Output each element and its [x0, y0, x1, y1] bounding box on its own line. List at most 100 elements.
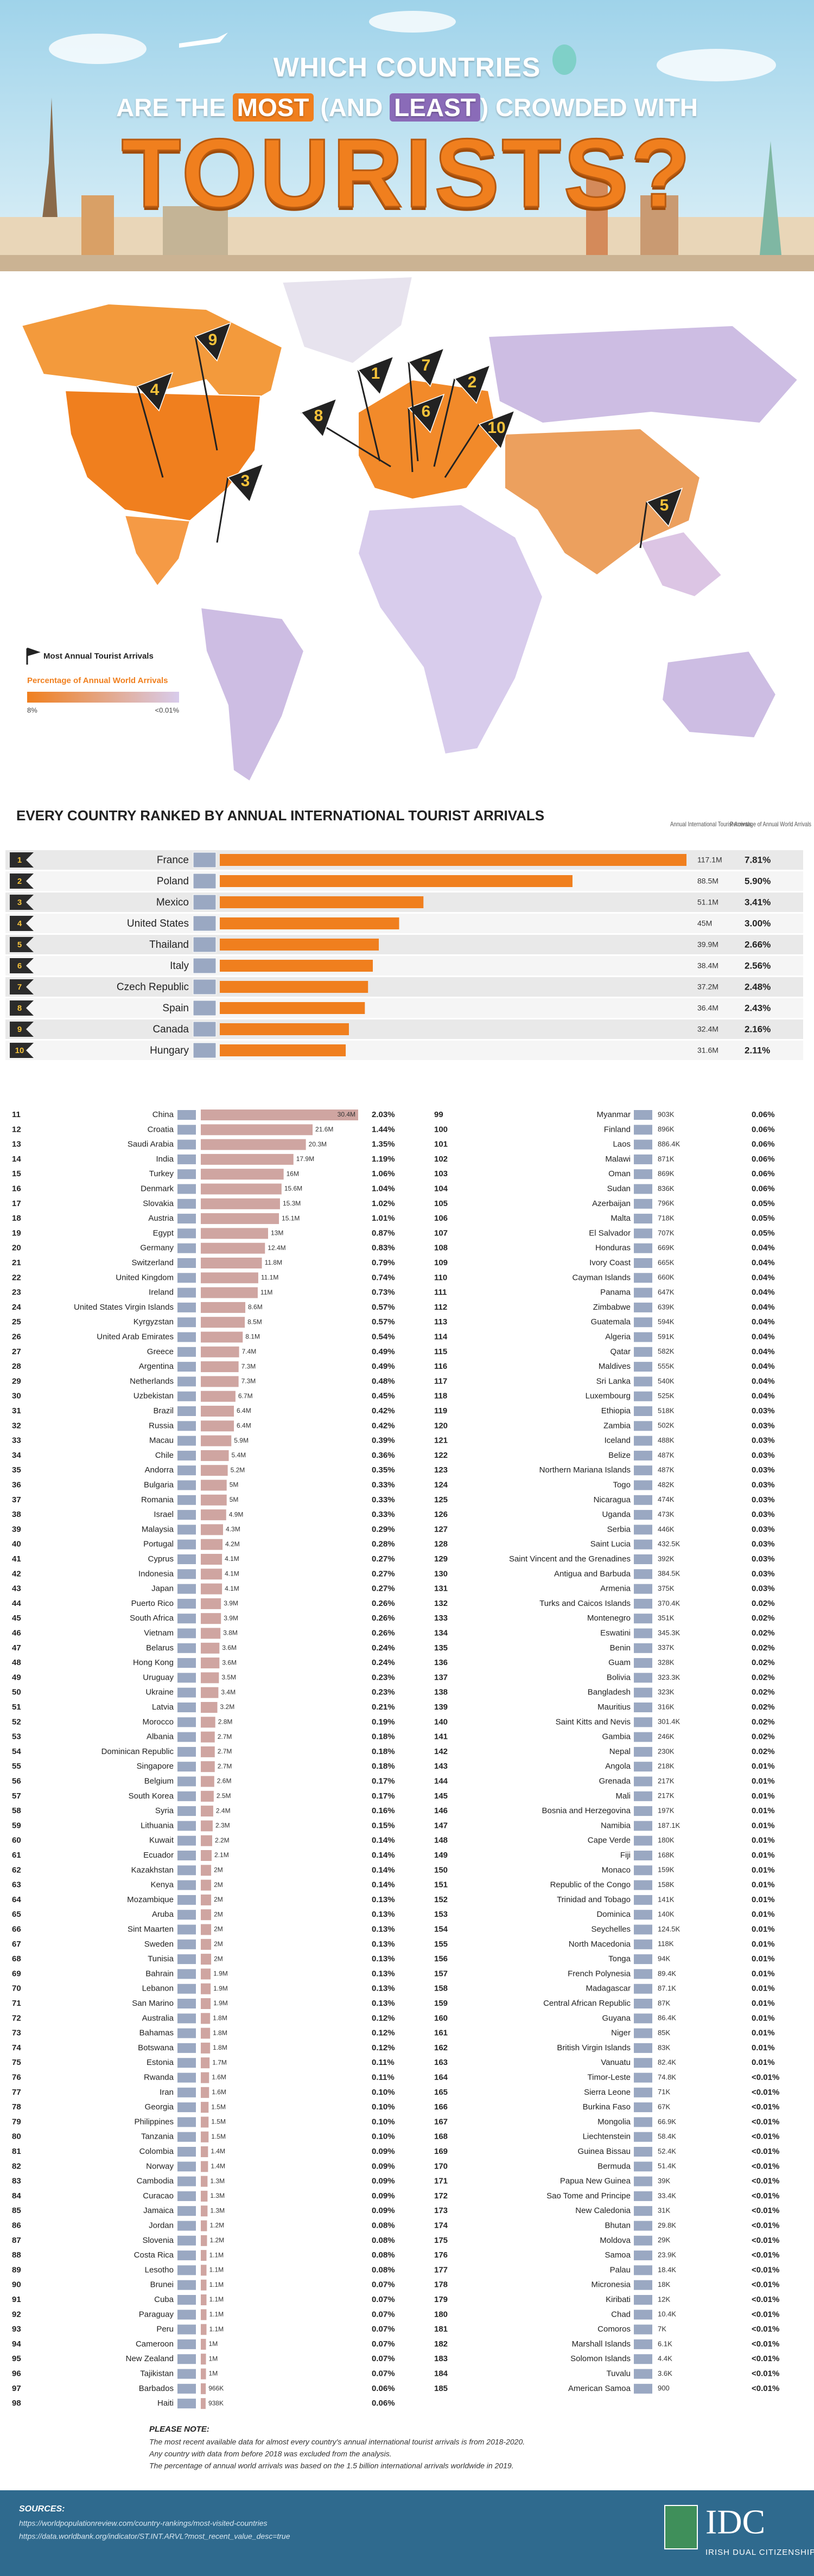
arrivals-label: 197K	[658, 1807, 675, 1815]
bar	[201, 2220, 207, 2231]
bar	[201, 2250, 207, 2261]
share: <0.01%	[752, 2384, 779, 2393]
arrivals-label: 32.4M	[697, 1025, 718, 1034]
rank: 81	[12, 2147, 21, 2156]
source-url: https://worldpopulationreview.com/countr…	[19, 2519, 268, 2528]
arrivals-label: 351K	[658, 1614, 675, 1622]
rank: 156	[434, 1954, 448, 1963]
country: Bahrain	[145, 1969, 174, 1978]
share: 0.73%	[372, 1288, 395, 1297]
arrivals-label: 11M	[260, 1289, 272, 1296]
country: Zambia	[603, 1421, 631, 1430]
flag	[634, 1169, 652, 1179]
country: Colombia	[139, 2147, 174, 2156]
rank: 127	[434, 1525, 448, 1534]
share: 0.01%	[752, 1806, 775, 1815]
bar	[201, 2146, 208, 2157]
rank-pennant	[10, 1022, 34, 1037]
rank: 82	[12, 2161, 21, 2171]
flag	[177, 1228, 196, 1239]
country: Cuba	[154, 2295, 174, 2304]
country: Guyana	[602, 2013, 631, 2023]
share: 0.03%	[752, 1421, 775, 1430]
rank: 119	[434, 1406, 447, 1415]
rank: 115	[434, 1347, 447, 1356]
share: 2.16%	[745, 1024, 771, 1034]
share: 0.04%	[752, 1303, 775, 1312]
share: <0.01%	[752, 2265, 779, 2274]
bar	[201, 1761, 215, 1772]
arrivals-label: 87K	[658, 1999, 670, 2007]
country: Chad	[611, 2310, 631, 2319]
country: Azerbaijan	[592, 1199, 631, 1208]
country: Mauritius	[597, 1703, 631, 1712]
share: 0.01%	[752, 1791, 775, 1801]
rank: 11	[12, 1110, 21, 1119]
flag	[177, 1703, 196, 1712]
arrivals-label: 85K	[658, 2029, 670, 2037]
row-band	[5, 998, 803, 1018]
rank: 171	[434, 2177, 448, 2186]
country: Saint Vincent and the Grenadines	[509, 1554, 631, 1564]
rank: 173	[434, 2206, 448, 2215]
arrivals-label: 1.8M	[213, 2014, 227, 2022]
bar	[220, 854, 686, 866]
share: 0.27%	[372, 1569, 395, 1578]
country: San Marino	[132, 1999, 174, 2008]
bar	[201, 2027, 211, 2039]
flag	[177, 2147, 196, 2157]
arrivals-label: 555K	[658, 1362, 675, 1370]
country: Belarus	[146, 1643, 174, 1653]
country: Saudi Arabia	[128, 1140, 174, 1149]
share: 0.03%	[752, 1451, 775, 1460]
flag	[634, 1732, 652, 1742]
note-line: The percentage of annual world arrivals …	[149, 2462, 514, 2470]
arrivals-label: 29.8K	[658, 2221, 676, 2229]
bar	[201, 1835, 212, 1846]
flag	[634, 1228, 652, 1239]
flag	[177, 1762, 196, 1772]
arrivals-label: 474K	[658, 1495, 675, 1503]
flag	[634, 1406, 652, 1416]
share: 0.08%	[372, 2250, 395, 2260]
country: Trinidad and Tobago	[557, 1895, 631, 1904]
share: 0.06%	[752, 1169, 775, 1178]
flag	[177, 1658, 196, 1668]
share: 0.03%	[752, 1569, 775, 1578]
bar	[220, 875, 573, 887]
flag	[177, 2399, 196, 2409]
country: Norway	[146, 2161, 174, 2171]
flag	[177, 1406, 196, 1416]
rank: 14	[12, 1155, 21, 1164]
country: France	[157, 855, 189, 866]
flag	[177, 1821, 196, 1831]
title-seg: ARE THE	[116, 93, 233, 122]
share: 0.01%	[752, 2043, 775, 2052]
flag	[634, 1614, 652, 1624]
bar	[201, 1554, 222, 1565]
bar	[220, 1023, 349, 1035]
arrivals-label: 337K	[658, 1643, 675, 1652]
rank: 4	[17, 919, 22, 928]
share: 0.57%	[372, 1317, 395, 1327]
share: 0.01%	[752, 1821, 775, 1830]
country: Fiji	[620, 1851, 631, 1860]
pin-number: 6	[422, 403, 431, 420]
arrivals-label: 18K	[658, 2280, 670, 2288]
rank: 151	[434, 1880, 448, 1890]
arrivals-label: 3.4M	[221, 1688, 236, 1696]
share: 0.79%	[372, 1258, 395, 1267]
flag	[634, 1880, 652, 1890]
share: 0.03%	[752, 1540, 775, 1549]
rank: 112	[434, 1303, 447, 1312]
flag	[634, 2265, 652, 2275]
arrivals-label: 15.3M	[283, 1200, 301, 1207]
flag	[634, 1391, 652, 1401]
rank: 19	[12, 1228, 21, 1238]
share: 0.21%	[372, 1703, 395, 1712]
flag	[177, 2250, 196, 2261]
bar	[201, 1672, 219, 1684]
country: Gambia	[602, 1732, 631, 1742]
rank: 78	[12, 2102, 21, 2112]
